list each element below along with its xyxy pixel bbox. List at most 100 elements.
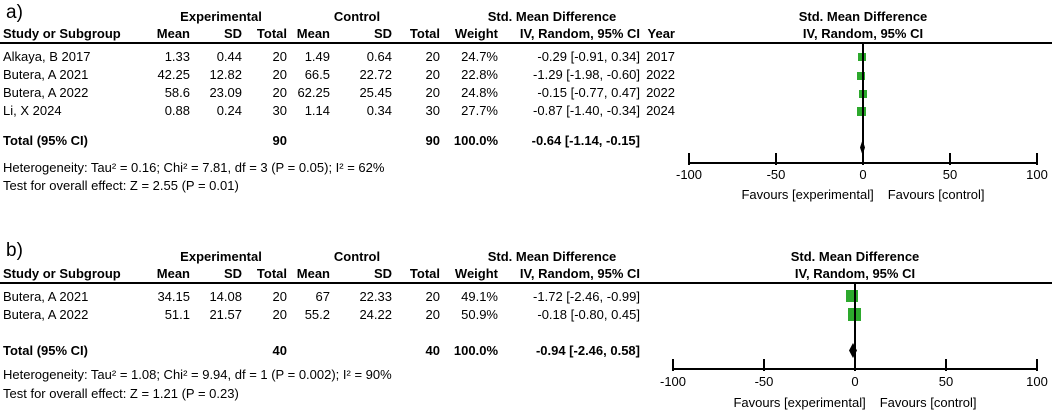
table-row: Li, X 2024 0.88 0.24 30 1.14 0.34 30 27.…: [0, 103, 1052, 119]
tick-label: -50: [754, 374, 774, 389]
axis-tick: [688, 153, 690, 165]
exp-sd-value: 21.57: [209, 307, 242, 322]
ctl-sd-value: 24.22: [359, 307, 392, 322]
exp-total-value: 20: [272, 67, 287, 82]
weight-value: 27.7%: [461, 103, 498, 118]
exp-mean-value: 0.88: [164, 103, 190, 118]
plot-subtitle: IV, Random, 95% CI: [794, 266, 916, 281]
year-value: 2017: [646, 49, 675, 64]
favours-experimental-label: Favours [experimental]: [741, 187, 874, 202]
experimental-group-header: Experimental: [180, 9, 262, 24]
exp-total-value: 30: [272, 103, 287, 118]
ctl-sd-value: 0.34: [366, 103, 392, 118]
year-value: 2022: [646, 67, 675, 82]
panel-b-label: b): [6, 240, 23, 261]
study-column-header: Study or Subgroup: [3, 26, 121, 41]
table-row: Butera, A 2021 34.15 14.08 20 67 22.33 2…: [0, 289, 1052, 305]
weight-value: 24.7%: [461, 49, 498, 64]
ctl-total-value: 20: [425, 307, 440, 322]
zero-line: [854, 284, 856, 370]
total-row: Total (95% CI) 90 90 100.0% -0.64 [-1.14…: [0, 133, 1052, 149]
overall-effect-text: Test for overall effect: Z = 1.21 (P = 0…: [3, 386, 239, 401]
total-exp-n: 90: [272, 133, 287, 148]
weight-value: 50.9%: [461, 307, 498, 322]
ci-value: -0.15 [-0.77, 0.47]: [537, 85, 640, 100]
plot-subtitle: IV, Random, 95% CI: [802, 26, 924, 41]
header-divider-line: [0, 42, 1052, 44]
tick-label: 50: [942, 167, 958, 182]
ctl-mean-value: 62.25: [297, 85, 330, 100]
exp-total-column-header: Total: [256, 26, 287, 41]
ctl-mean-value: 1.49: [304, 49, 330, 64]
overall-effect-text: Test for overall effect: Z = 2.55 (P = 0…: [3, 178, 239, 193]
zero-line: [862, 44, 864, 164]
ci-value: -1.72 [-2.46, -0.99]: [533, 289, 640, 304]
column-header-row: Study or Subgroup Mean SD Total Mean SD …: [0, 26, 1052, 42]
total-label: Total (95% CI): [3, 343, 88, 358]
total-ctl-n: 40: [425, 343, 440, 358]
study-column-header: Study or Subgroup: [3, 266, 121, 281]
tick-label: -50: [766, 167, 786, 182]
ctl-mean-value: 1.14: [304, 103, 330, 118]
control-group-header: Control: [333, 9, 381, 24]
exp-total-column-header: Total: [256, 266, 287, 281]
exp-total-value: 20: [272, 85, 287, 100]
weight-value: 49.1%: [461, 289, 498, 304]
ci-value: -1.29 [-1.98, -0.60]: [533, 67, 640, 82]
year-value: 2024: [646, 103, 675, 118]
year-column-header: Year: [647, 26, 675, 41]
plot-title: Std. Mean Difference: [790, 249, 920, 264]
exp-sd-value: 12.82: [209, 67, 242, 82]
ci-value: -0.18 [-0.80, 0.45]: [537, 307, 640, 322]
tick-label: 100: [1026, 374, 1048, 389]
smd-column-group-header: Std. Mean Difference: [487, 9, 617, 24]
ctl-mean-value: 55.2: [304, 307, 330, 322]
exp-mean-value: 51.1: [164, 307, 190, 322]
axis-tick: [945, 359, 947, 371]
tick-label: 0: [859, 167, 867, 182]
forest-square: [846, 290, 858, 302]
study-name: Butera, A 2022: [3, 85, 89, 100]
smd-column-group-header: Std. Mean Difference: [487, 249, 617, 264]
ctl-total-value: 20: [425, 49, 440, 64]
exp-sd-column-header: SD: [223, 26, 242, 41]
favours-control-label: Favours [control]: [887, 187, 985, 202]
total-ci: -0.94 [-2.46, 0.58]: [535, 343, 640, 358]
axis-tick: [949, 153, 951, 165]
exp-mean-value: 1.33: [164, 49, 190, 64]
ctl-total-column-header: Total: [409, 266, 440, 281]
column-header-row: Study or Subgroup Mean SD Total Mean SD …: [0, 266, 1052, 282]
total-weight: 100.0%: [453, 133, 498, 148]
ctl-sd-value: 22.72: [359, 67, 392, 82]
panel-a-label: a): [6, 2, 23, 23]
weight-value: 22.8%: [461, 67, 498, 82]
ctl-mean-value: 67: [315, 289, 330, 304]
exp-total-value: 20: [272, 307, 287, 322]
heterogeneity-text: Heterogeneity: Tau² = 0.16; Chi² = 7.81,…: [3, 160, 385, 175]
tick-label: 0: [851, 374, 859, 389]
tick-label: -100: [675, 167, 703, 182]
table-row: Butera, A 2022 51.1 21.57 20 55.2 24.22 …: [0, 307, 1052, 323]
plot-title: Std. Mean Difference: [798, 9, 928, 24]
total-weight: 100.0%: [453, 343, 498, 358]
exp-mean-column-header: Mean: [156, 26, 190, 41]
ctl-sd-value: 0.64: [366, 49, 392, 64]
axis-tick: [775, 153, 777, 165]
favours-labels: Favours [experimental] Favours [control]: [635, 395, 1052, 410]
ci-value: -0.29 [-0.91, 0.34]: [537, 49, 640, 64]
exp-mean-column-header: Mean: [156, 266, 190, 281]
tick-label: 50: [938, 374, 954, 389]
ci-column-header: IV, Random, 95% CI: [519, 26, 640, 41]
study-name: Butera, A 2021: [3, 289, 89, 304]
ctl-sd-value: 22.33: [359, 289, 392, 304]
ctl-total-value: 30: [425, 103, 440, 118]
table-row: Alkaya, B 2017 1.33 0.44 20 1.49 0.64 20…: [0, 49, 1052, 65]
ctl-total-value: 20: [425, 289, 440, 304]
ci-column-header: IV, Random, 95% CI: [519, 266, 640, 281]
ctl-mean-column-header: Mean: [296, 26, 330, 41]
ctl-sd-column-header: SD: [373, 26, 392, 41]
total-ci: -0.64 [-1.14, -0.15]: [531, 133, 640, 148]
header-divider-line: [0, 282, 1052, 284]
exp-mean-value: 58.6: [164, 85, 190, 100]
favours-experimental-label: Favours [experimental]: [733, 395, 866, 410]
